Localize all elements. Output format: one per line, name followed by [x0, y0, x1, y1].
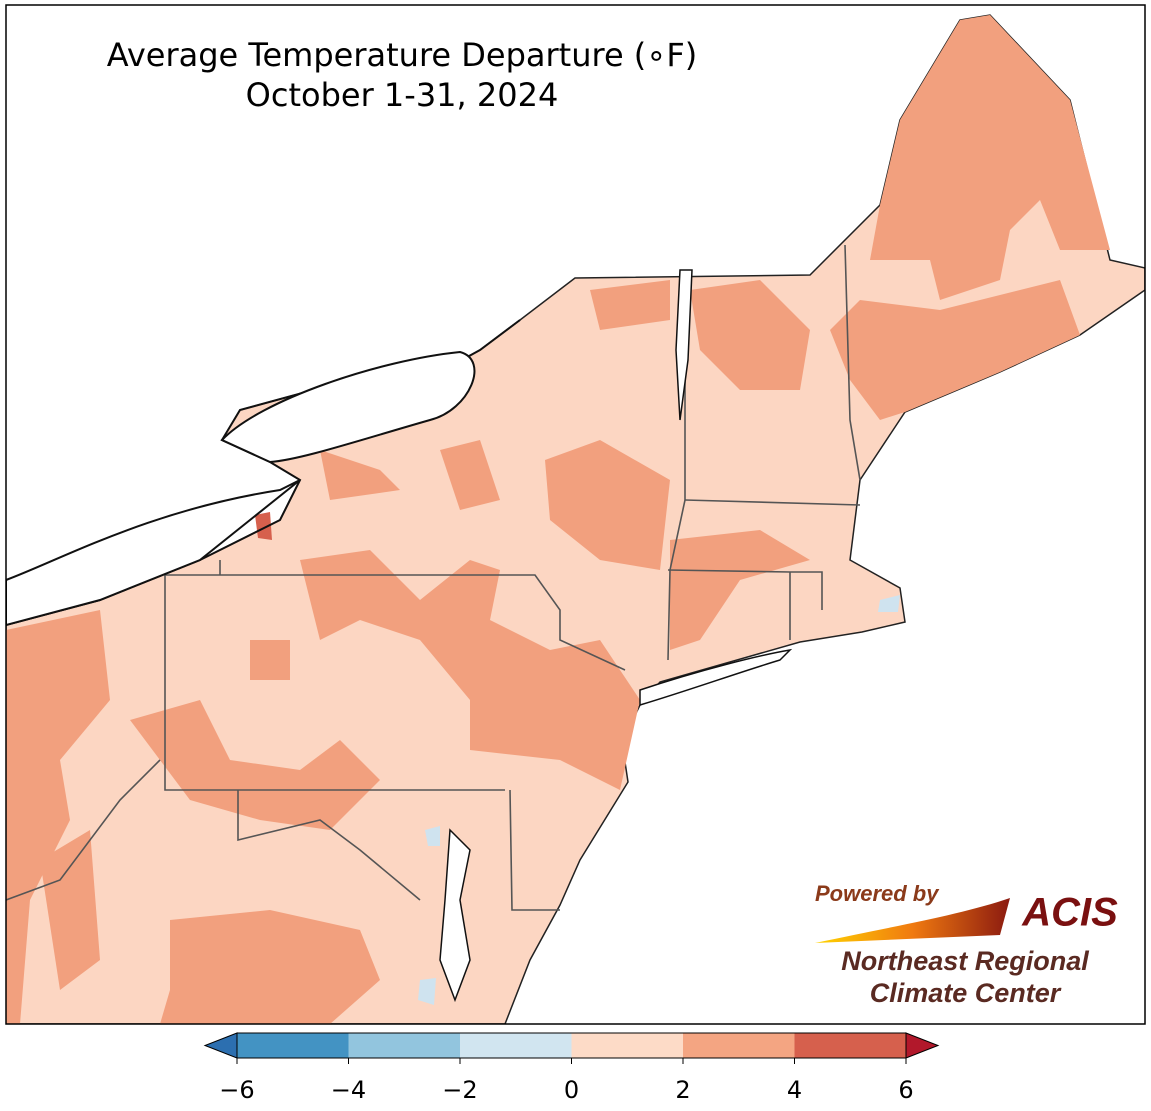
colorbar-segment — [571, 1033, 683, 1058]
state-borders — [6, 244, 861, 911]
hot-patch — [255, 512, 272, 540]
colorbar-extend-high — [905, 1032, 940, 1059]
logo: Powered by ACIS Northeast Regional Clima… — [815, 881, 1118, 1008]
colorbar: −6 −4 −2 0 2 4 6 — [203, 1032, 940, 1104]
plot-frame — [5, 4, 1146, 1025]
colorbar-tick-label: 4 — [787, 1076, 802, 1104]
subtitle: October 1-31, 2024 — [246, 76, 559, 114]
colorbar-segment — [683, 1033, 795, 1058]
colorbar-tick-label: 0 — [564, 1076, 579, 1104]
colorbar-segment — [794, 1033, 906, 1058]
lake-champlain — [675, 269, 693, 421]
colorbar-segment — [237, 1033, 349, 1058]
colorbar-tick-label: −2 — [442, 1076, 477, 1104]
colorbar-tick-label: −6 — [219, 1076, 254, 1104]
map — [6, 14, 1145, 1024]
colorbar-segment — [348, 1033, 460, 1058]
lake-erie — [6, 479, 301, 627]
colorbar-segment — [460, 1033, 572, 1058]
logo-swoosh — [815, 898, 1010, 943]
warm-patches — [6, 15, 1110, 1024]
cool-patches — [418, 595, 900, 1005]
logo-acis: ACIS — [1021, 891, 1118, 935]
logo-powered: Powered by — [815, 881, 940, 906]
logo-org: Climate Center — [870, 978, 1062, 1008]
logo-org: Northeast Regional — [841, 946, 1089, 976]
colorbar-extend-low — [203, 1032, 238, 1059]
colorbar-tick-label: 6 — [898, 1076, 913, 1104]
colorbar-tick-label: −4 — [331, 1076, 366, 1104]
lake-ontario — [220, 350, 476, 464]
title: Average Temperature Departure (∘F) — [107, 36, 697, 74]
chesapeake-bay — [439, 828, 471, 1003]
colorbar-tick-label: 2 — [675, 1076, 690, 1104]
long-island-sound — [639, 648, 793, 707]
